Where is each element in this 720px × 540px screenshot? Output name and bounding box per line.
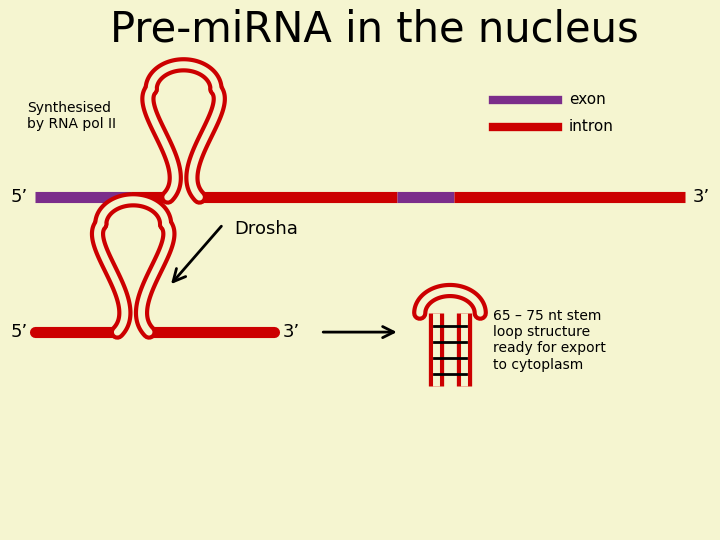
Text: 3’: 3’ [282, 323, 300, 341]
Text: 5’: 5’ [10, 188, 27, 206]
Text: intron: intron [569, 119, 613, 134]
Text: Drosha: Drosha [234, 220, 298, 239]
Text: Pre-miRNA in the nucleus: Pre-miRNA in the nucleus [110, 9, 639, 51]
Text: 3’: 3’ [693, 188, 710, 206]
Text: exon: exon [569, 92, 606, 107]
Text: Synthesised
by RNA pol II: Synthesised by RNA pol II [27, 101, 117, 131]
Text: 65 – 75 nt stem
loop structure
ready for export
to cytoplasm: 65 – 75 nt stem loop structure ready for… [493, 309, 606, 372]
Text: 5’: 5’ [10, 323, 27, 341]
